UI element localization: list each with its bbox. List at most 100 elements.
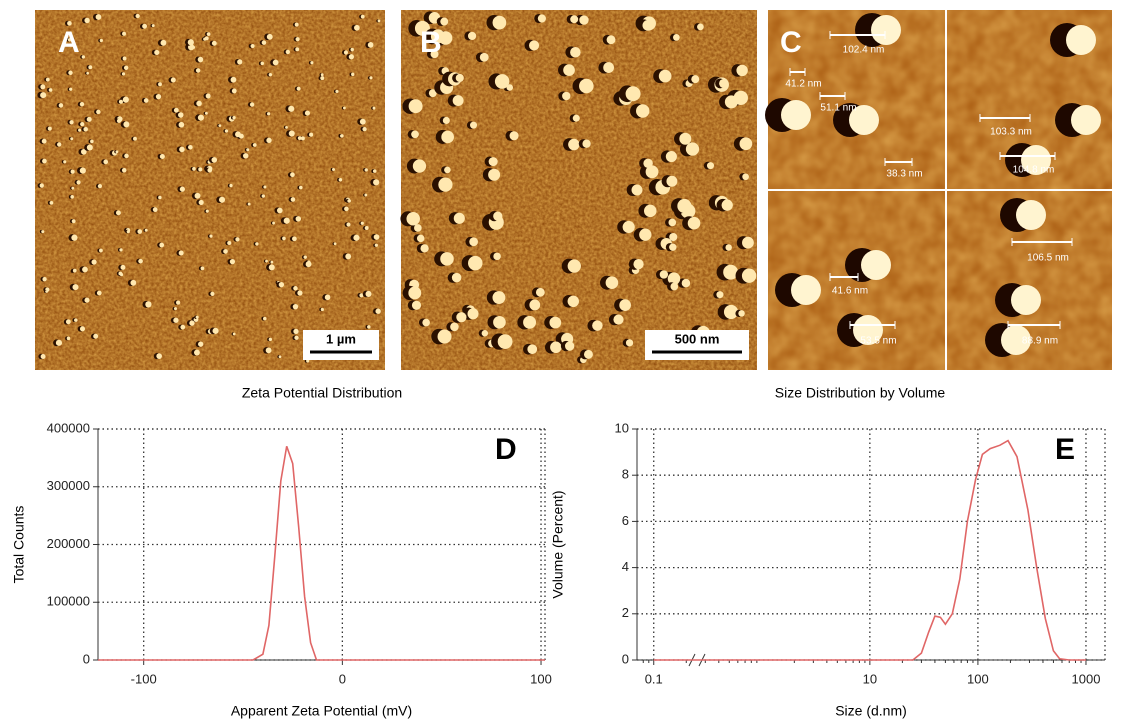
particle (625, 339, 634, 347)
particle (293, 328, 299, 335)
particle (138, 258, 143, 264)
particle (83, 126, 88, 132)
particle (374, 243, 378, 247)
particle (209, 234, 213, 238)
particle (723, 304, 739, 320)
particle (212, 327, 219, 334)
particle (691, 75, 700, 84)
particle (235, 237, 240, 242)
measure-label: 106.5 nm (1027, 253, 1069, 264)
x-tick-label: 10 (863, 671, 877, 686)
particle (283, 217, 290, 224)
particle (137, 229, 143, 234)
particle (278, 281, 285, 288)
particle (738, 310, 745, 317)
particle (603, 62, 615, 73)
particle (278, 355, 282, 359)
particle (295, 47, 300, 52)
particle (195, 315, 199, 319)
particle (187, 39, 194, 46)
particle (345, 253, 352, 260)
particle (91, 259, 97, 265)
particle (288, 130, 295, 137)
particle (639, 228, 652, 241)
particle (365, 290, 372, 297)
measure-label: 51.1 nm (820, 103, 856, 114)
particle (348, 54, 355, 60)
scale-box (303, 330, 379, 360)
particle (210, 291, 215, 296)
particle (211, 40, 217, 46)
particle (71, 186, 75, 190)
panel-label: B (420, 26, 442, 59)
particle (198, 199, 204, 205)
particle (65, 319, 71, 325)
particle (455, 73, 464, 83)
particle (622, 220, 635, 234)
particle (444, 166, 451, 174)
particle (63, 160, 67, 164)
particle (218, 124, 222, 127)
particle (488, 168, 501, 181)
particle (179, 186, 185, 192)
panel-label: E (1055, 433, 1075, 466)
x-tick-label: 100 (967, 671, 989, 686)
particle (156, 353, 162, 359)
particle (223, 249, 228, 254)
particle (288, 105, 295, 112)
particle (122, 56, 127, 61)
particle (176, 300, 181, 305)
particle (305, 261, 312, 268)
y-tick-label: 0 (622, 651, 629, 666)
particle (493, 315, 506, 329)
particle (203, 37, 207, 41)
particle (263, 316, 267, 321)
particle (360, 221, 364, 225)
particle (297, 136, 302, 141)
particle (40, 84, 46, 90)
particle (716, 291, 724, 299)
particle (263, 185, 267, 189)
particle (550, 341, 562, 354)
particle (697, 23, 704, 31)
particle (408, 99, 423, 114)
particle (440, 17, 449, 26)
particle (359, 118, 366, 125)
particle (304, 110, 311, 116)
particle (188, 43, 195, 51)
particle (1066, 25, 1096, 55)
particle (309, 132, 314, 137)
particle (430, 50, 439, 59)
particle (178, 250, 184, 256)
particle (123, 65, 129, 71)
particle (179, 146, 185, 153)
particle (231, 88, 237, 94)
particle (294, 335, 299, 340)
particle (725, 244, 732, 251)
particle (70, 169, 75, 174)
particle (372, 106, 376, 110)
y-tick-label: 200000 (47, 536, 90, 551)
particle (481, 329, 489, 337)
particle (665, 150, 677, 163)
measure-label: 103.3 nm (990, 127, 1032, 138)
measure-label: 41.6 nm (832, 286, 868, 297)
particle (346, 222, 351, 227)
particle (173, 107, 179, 113)
particle (66, 336, 71, 341)
particle (659, 270, 669, 279)
particle (298, 185, 303, 190)
particle (206, 32, 211, 36)
particle (88, 65, 93, 70)
particle (268, 264, 275, 271)
particle (249, 102, 255, 107)
particle (606, 35, 616, 45)
particle (643, 204, 657, 218)
particle (218, 196, 226, 203)
particle (67, 38, 72, 42)
particle (613, 314, 624, 325)
particle (145, 301, 152, 308)
particle (568, 138, 580, 151)
particle (67, 20, 72, 26)
scale-label: 500 nm (675, 331, 720, 346)
